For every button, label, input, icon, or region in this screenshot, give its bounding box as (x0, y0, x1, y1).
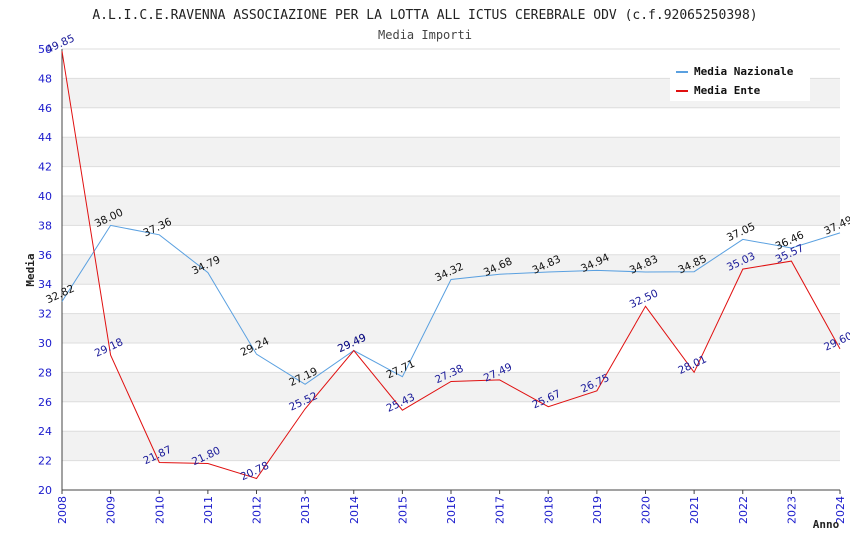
grid-band (62, 372, 840, 402)
y-tick-label: 46 (38, 102, 52, 115)
x-tick-label: 2024 (834, 496, 847, 524)
data-label: 49.85 (44, 32, 76, 56)
legend-box (670, 60, 810, 101)
y-tick-label: 50 (38, 43, 52, 56)
chart-title: A.L.I.C.E.RAVENNA ASSOCIAZIONE PER LA LO… (92, 8, 757, 23)
y-axis-label: Media (24, 253, 37, 286)
grid-band (62, 431, 840, 461)
y-tick-label: 48 (38, 72, 52, 85)
x-tick-label: 2018 (542, 496, 555, 524)
y-tick-label: 20 (38, 484, 52, 497)
y-tick-label: 40 (38, 190, 52, 203)
x-axis-label: Anno (813, 518, 840, 531)
x-tick-label: 2015 (396, 496, 409, 524)
x-tick-label: 2008 (56, 496, 69, 524)
x-axis-ticks: 2008 2009 2010 2011 2012 2013 2014 2015 2016 2017… (56, 490, 847, 524)
grid-bands (62, 78, 840, 461)
x-tick-label: 2014 (348, 496, 361, 524)
y-tick-label: 22 (38, 455, 52, 468)
grid-band (62, 137, 840, 167)
x-tick-label: 2022 (737, 496, 750, 524)
x-tick-label: 2017 (494, 496, 507, 524)
y-tick-label: 24 (38, 425, 52, 438)
x-tick-label: 2023 (785, 496, 798, 524)
data-label: 20.78 (239, 460, 271, 484)
y-tick-label: 32 (38, 308, 52, 321)
grid-band (62, 196, 840, 226)
y-tick-label: 38 (38, 219, 52, 232)
y-tick-label: 42 (38, 161, 52, 174)
y-tick-label: 26 (38, 396, 52, 409)
legend-label-media-nazionale: Media Nazionale (694, 65, 794, 78)
legend-label-media-ente: Media Ente (694, 84, 761, 97)
y-tick-label: 34 (38, 278, 52, 291)
x-tick-label: 2016 (445, 496, 458, 524)
x-tick-label: 2011 (202, 496, 215, 524)
x-tick-label: 2010 (153, 496, 166, 524)
chart-subtitle: Media Importi (378, 28, 472, 42)
x-tick-label: 2019 (591, 496, 604, 524)
y-tick-label: 44 (38, 131, 52, 144)
y-tick-label: 28 (38, 366, 52, 379)
x-tick-label: 2013 (299, 496, 312, 524)
y-tick-label: 30 (38, 337, 52, 350)
series-line-media-nazionale (61, 224, 841, 385)
y-tick-label: 36 (38, 249, 52, 262)
y-axis-ticks: 20 22 24 26 28 30 32 34 36 38 40 42 44 46 48 50 (38, 43, 52, 497)
x-tick-label: 2020 (640, 496, 653, 524)
x-tick-label: 2012 (251, 496, 264, 524)
legend: Media Nazionale Media Ente (670, 60, 810, 101)
grid-band (62, 313, 840, 343)
x-tick-label: 2021 (688, 496, 701, 524)
x-tick-label: 2009 (105, 496, 118, 524)
series-lines (61, 51, 841, 480)
series-line-media-ente (61, 51, 841, 480)
data-label: 32.50 (628, 287, 660, 311)
